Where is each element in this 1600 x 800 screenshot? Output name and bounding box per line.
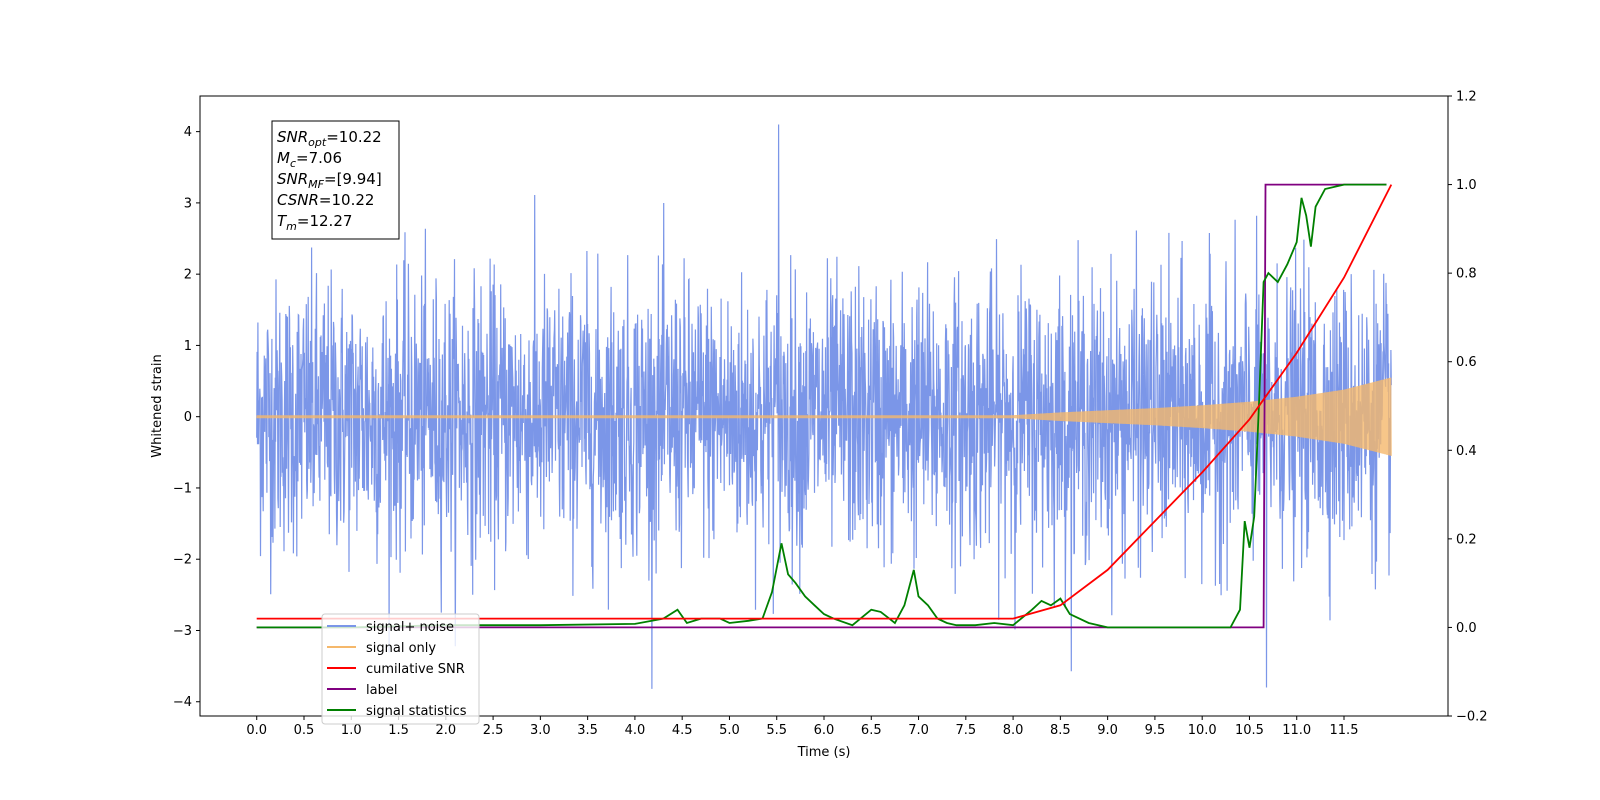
- annotation-frame: [271, 120, 400, 240]
- x-tick-label: 7.5: [955, 723, 976, 738]
- left-y-tick-label: 2: [184, 268, 192, 283]
- annotation-value: =7.06: [296, 149, 342, 167]
- left-y-tick-label: 4: [184, 125, 192, 140]
- annotation-line: CSNR=10.22: [277, 191, 374, 209]
- x-tick-label: 9.5: [1145, 723, 1166, 738]
- annotation-symbol: T: [277, 212, 288, 230]
- x-tick-label: 3.0: [530, 723, 551, 738]
- x-tick-label: 0.0: [246, 723, 267, 738]
- x-tick-label: 1.0: [341, 723, 362, 738]
- annotation-value: =12.27: [297, 212, 353, 230]
- right-y-tick-label: −0.2: [1456, 710, 1488, 725]
- annotation-value: =[9.94]: [324, 170, 382, 188]
- right-y-tick-label: 0.8: [1456, 267, 1477, 282]
- x-tick-label: 4.0: [625, 723, 646, 738]
- x-tick-label: 8.5: [1050, 723, 1071, 738]
- left-y-tick-label: 1: [184, 339, 192, 354]
- right-y-tick-label: 0.4: [1456, 444, 1477, 459]
- left-y-tick-label: −1: [173, 481, 192, 496]
- annotation-line: SNRMF=[9.94]: [277, 170, 382, 191]
- legend: signal+ noise signal only cumilative SNR la…: [321, 613, 480, 725]
- legend-entry: label: [366, 683, 397, 698]
- x-tick-label: 11.5: [1330, 723, 1359, 738]
- annotation-value: =10.22: [319, 191, 375, 209]
- x-tick-label: 2.5: [483, 723, 504, 738]
- x-tick-label: 6.5: [861, 723, 882, 738]
- x-tick-label: 3.5: [577, 723, 598, 738]
- right-y-tick-label: 1.2: [1456, 90, 1477, 105]
- series-cumulative-snr: [256, 184, 1393, 620]
- left-y-axis-ticks: 4 3 2 1 0 −1 −2 −3 −4: [173, 125, 200, 710]
- legend-frame: [321, 613, 480, 725]
- x-tick-label: 0.5: [294, 723, 315, 738]
- annotation-line: Mc=7.06: [277, 149, 342, 170]
- annotation-symbol: CSNR: [277, 191, 319, 209]
- x-tick-label: 11.0: [1282, 723, 1311, 738]
- metrics-annotation-box: SNRopt=10.22Mc=7.06SNRMF=[9.94]CSNR=10.2…: [271, 120, 400, 240]
- x-tick-label: 10.5: [1235, 723, 1264, 738]
- x-tick-label: 1.5: [388, 723, 409, 738]
- right-y-tick-label: 0.0: [1456, 621, 1477, 636]
- annotation-subscript: c: [290, 157, 296, 170]
- right-y-tick-label: 0.2: [1456, 532, 1477, 547]
- annotation-symbol: SNR: [277, 128, 308, 146]
- annotation-subscript: opt: [308, 136, 327, 149]
- series-signal-statistics: [256, 183, 1387, 629]
- left-y-tick-label: −3: [173, 624, 192, 639]
- x-tick-label: 4.5: [672, 723, 693, 738]
- annotation-subscript: MF: [308, 178, 324, 191]
- left-y-tick-label: 0: [184, 410, 192, 425]
- x-tick-label: 6.0: [814, 723, 835, 738]
- y-axis-label: Whitened strain: [150, 354, 165, 457]
- right-y-tick-label: 0.6: [1456, 355, 1477, 370]
- annotation-line: Tm=12.27: [277, 212, 352, 233]
- left-y-tick-label: −4: [173, 695, 192, 710]
- left-y-tick-label: 3: [184, 196, 192, 211]
- legend-entry: signal statistics: [366, 704, 467, 719]
- right-y-axis-ticks: 1.2 1.0 0.8 0.6 0.4 0.2 0.0 −0.2: [1448, 90, 1488, 725]
- x-axis-label: Time (s): [797, 745, 851, 760]
- x-tick-label: 10.0: [1188, 723, 1217, 738]
- annotation-symbol: SNR: [277, 170, 308, 188]
- x-tick-label: 8.0: [1003, 723, 1024, 738]
- x-tick-label: 7.0: [908, 723, 929, 738]
- annotation-symbol: M: [277, 149, 290, 167]
- legend-entry: signal+ noise: [366, 620, 454, 635]
- series-signal-only: [256, 377, 1392, 456]
- plot-area: [256, 124, 1393, 689]
- x-tick-label: 5.5: [766, 723, 787, 738]
- legend-entry: cumilative SNR: [366, 662, 465, 677]
- right-y-tick-label: 1.0: [1456, 178, 1477, 193]
- legend-entry: signal only: [366, 641, 436, 656]
- x-tick-label: 2.0: [435, 723, 456, 738]
- annotation-value: =10.22: [326, 128, 382, 146]
- annotation-subscript: m: [286, 220, 297, 233]
- annotation-line: SNRopt=10.22: [277, 128, 382, 149]
- x-tick-label: 5.0: [719, 723, 740, 738]
- series-label: [256, 183, 1387, 629]
- x-axis-ticks: 0.0 0.5 1.0 1.5 2.0 2.5 3.0 3.5 4.0 4.5 5.0 5.5 6.0 6…: [246, 716, 1358, 738]
- x-tick-label: 9.0: [1097, 723, 1118, 738]
- left-y-tick-label: −2: [173, 553, 192, 568]
